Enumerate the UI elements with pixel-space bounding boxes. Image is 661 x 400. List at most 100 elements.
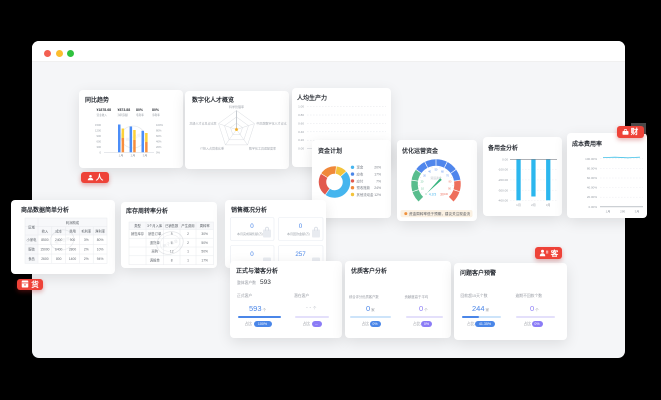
svg-text:调拨单: 调拨单	[150, 257, 161, 262]
svg-text:-200.00: -200.00	[498, 178, 509, 182]
svg-text:2: 2	[187, 232, 189, 236]
svg-text:区域: 区域	[28, 224, 35, 229]
svg-text:15000: 15000	[40, 248, 49, 252]
svg-text:毛利率: 毛利率	[81, 228, 92, 233]
svg-text:2月: 2月	[620, 210, 625, 214]
svg-text:24%: 24%	[374, 186, 381, 190]
svg-text:服装: 服装	[28, 247, 35, 252]
svg-text:本月完成销售额(万): 本月完成销售额(万)	[237, 231, 263, 236]
svg-text:2月: 2月	[131, 154, 136, 158]
svg-text:销售库存: 销售库存	[131, 231, 145, 236]
svg-text:电子签章: 电子签章	[161, 237, 178, 248]
svg-text:0.20: 0.20	[298, 138, 304, 142]
svg-text:净利率: 净利率	[152, 113, 160, 117]
svg-text:12: 12	[170, 250, 174, 254]
svg-text:资金周转率低于预期，建议关注现金流: 资金周转率低于预期，建议关注现金流	[409, 211, 470, 216]
svg-text:-300.00: -300.00	[498, 188, 509, 192]
svg-text:¥873.88: ¥873.88	[118, 108, 131, 112]
svg-text:0: 0	[250, 223, 254, 230]
svg-text:80%: 80%	[156, 129, 162, 133]
svg-text:0: 0	[425, 193, 427, 196]
svg-text:50%: 50%	[201, 250, 208, 254]
svg-text:费用: 费用	[69, 228, 76, 233]
svg-text:80: 80	[449, 181, 452, 184]
svg-text:30: 30	[440, 193, 444, 197]
svg-text:3月: 3月	[546, 203, 551, 207]
svg-text:净利率: 净利率	[95, 228, 106, 233]
svg-text:800: 800	[56, 257, 62, 261]
svg-text:本月回款金额(万): 本月回款金额(万)	[287, 231, 310, 236]
svg-text:0.60: 0.60	[298, 121, 304, 125]
svg-text:300: 300	[97, 145, 102, 149]
svg-text:900: 900	[97, 134, 102, 138]
svg-text:20%: 20%	[156, 145, 162, 149]
svg-text:60.00%: 60.00%	[587, 176, 598, 180]
svg-text:1: 1	[187, 250, 189, 254]
svg-text:类型: 类型	[134, 223, 141, 228]
svg-text:2800: 2800	[69, 248, 77, 252]
svg-text:20%: 20%	[374, 166, 381, 170]
svg-text:50%: 50%	[201, 241, 208, 245]
svg-text:1月: 1月	[606, 210, 611, 214]
svg-text:80.00%: 80.00%	[587, 166, 598, 170]
svg-text:3月: 3月	[143, 154, 148, 158]
svg-text:10: 10	[421, 187, 424, 190]
svg-text:高级人才占总占比率: 高级人才占总占比率	[189, 121, 216, 126]
svg-text:成本: 成本	[55, 228, 62, 233]
svg-text:营运资金: 营运资金	[430, 176, 441, 180]
svg-text:20: 20	[421, 181, 424, 184]
svg-text:0%: 0%	[156, 151, 160, 155]
svg-text:80%: 80%	[97, 238, 104, 242]
svg-text:30: 30	[423, 175, 426, 178]
svg-text:食品: 食品	[28, 256, 35, 261]
svg-text:60%: 60%	[156, 134, 162, 138]
svg-text:100.00%: 100.00%	[585, 157, 597, 161]
svg-text:营业收入: 营业收入	[97, 113, 108, 117]
svg-text:1500: 1500	[95, 123, 101, 127]
svg-text:80%: 80%	[136, 108, 144, 112]
svg-text:1: 1	[187, 258, 189, 262]
svg-text:2月: 2月	[531, 203, 536, 207]
svg-text:0.80: 0.80	[298, 113, 304, 117]
svg-text:1.00: 1.00	[298, 105, 304, 109]
svg-text:毛利率: 毛利率	[136, 113, 144, 117]
svg-text:-400.00: -400.00	[498, 199, 509, 203]
svg-text:其他流动金: 其他流动金	[357, 192, 375, 197]
svg-text:0: 0	[299, 223, 303, 230]
svg-text:40%: 40%	[156, 140, 162, 144]
svg-text:4.2/3: 4.2/3	[429, 193, 436, 197]
svg-text:电子签章: 电子签章	[124, 132, 141, 143]
svg-text:预收账款: 预收账款	[357, 185, 371, 190]
svg-text:8500: 8500	[41, 238, 49, 242]
svg-text:8: 8	[171, 258, 173, 262]
svg-text:17%: 17%	[201, 258, 208, 262]
svg-text:0.00: 0.00	[502, 157, 508, 161]
svg-text:80%: 80%	[152, 108, 160, 112]
svg-text:1400: 1400	[69, 257, 77, 261]
svg-text:30%: 30%	[201, 232, 208, 236]
svg-text:现金: 现金	[357, 165, 364, 170]
svg-text:3个月入库: 3个月入库	[147, 223, 163, 228]
svg-text:0: 0	[250, 251, 254, 258]
svg-text:2400: 2400	[55, 238, 63, 242]
svg-text:数字化工具适配度率: 数字化工具适配度率	[249, 146, 276, 151]
svg-text:20.00%: 20.00%	[587, 195, 598, 199]
svg-text:60: 60	[441, 170, 444, 173]
svg-text:900: 900	[70, 238, 76, 242]
svg-text:0.40: 0.40	[298, 130, 304, 134]
svg-text:2600: 2600	[41, 257, 49, 261]
svg-text:6400: 6400	[55, 248, 63, 252]
svg-text:-100.00: -100.00	[498, 168, 509, 172]
svg-text:利润构成: 利润构成	[66, 220, 80, 225]
svg-text:94%: 94%	[97, 257, 104, 261]
svg-text:6: 6	[171, 241, 173, 245]
svg-text:销售订单: 销售订单	[148, 231, 162, 236]
svg-text:退货单: 退货单	[150, 240, 161, 245]
svg-text:¥1878.68: ¥1878.68	[97, 108, 112, 112]
svg-text:收入: 收入	[42, 228, 49, 233]
svg-text:1月: 1月	[516, 203, 521, 207]
svg-text:12%: 12%	[374, 193, 381, 197]
svg-text:应收: 应收	[357, 172, 364, 177]
svg-text:已销售数: 已销售数	[165, 223, 179, 228]
svg-text:3%: 3%	[84, 238, 89, 242]
